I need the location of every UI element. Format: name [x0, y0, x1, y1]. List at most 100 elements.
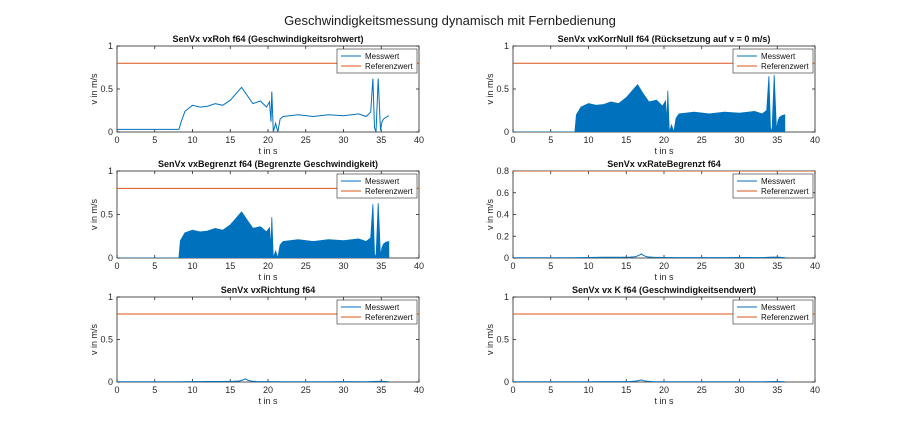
- x-tick-label: 30: [734, 135, 744, 145]
- x-tick-label: 35: [772, 135, 782, 145]
- x-tick-label: 20: [263, 261, 273, 271]
- x-tick-label: 10: [187, 261, 197, 271]
- legend-label: Referenzwert: [761, 313, 809, 322]
- x-tick-label: 5: [152, 135, 157, 145]
- x-tick-label: 10: [583, 385, 593, 395]
- x-tick-label: 40: [414, 385, 424, 395]
- x-tick-label: 0: [114, 385, 119, 395]
- legend-label: Messwert: [761, 303, 796, 312]
- x-tick-label: 30: [338, 261, 348, 271]
- subplot-title: SenVx vxRateBegrenzt f64: [607, 159, 721, 169]
- x-tick-label: 25: [301, 385, 311, 395]
- x-tick-label: 10: [187, 135, 197, 145]
- figure-title: Geschwindigkeitsmessung dynamisch mit Fe…: [284, 13, 616, 28]
- y-tick-label: 0.2: [496, 231, 509, 241]
- y-tick-label: 0.5: [100, 210, 113, 220]
- x-tick-label: 40: [414, 261, 424, 271]
- x-tick-label: 30: [734, 385, 744, 395]
- y-tick-label: 0: [504, 253, 509, 263]
- x-tick-label: 15: [621, 135, 631, 145]
- legend-box: [732, 173, 814, 199]
- x-tick-label: 10: [583, 261, 593, 271]
- x-axis-label: t in s: [654, 146, 674, 156]
- y-axis-label: v in m/s: [89, 199, 99, 231]
- y-axis-label: v in m/s: [485, 324, 495, 356]
- subplot-grid: SenVx vxRoh f64 (Geschwindigkeitsrohwert…: [89, 34, 820, 406]
- x-tick-label: 10: [583, 135, 593, 145]
- x-axis-label: t in s: [258, 272, 278, 282]
- y-tick-label: 0: [108, 127, 113, 137]
- y-tick-label: 0.8: [496, 166, 509, 176]
- legend-box: [732, 299, 814, 325]
- subplot-title: SenVx vx K f64 (Geschwindigkeitsendwert): [572, 285, 756, 295]
- legend-label: Referenzwert: [365, 313, 413, 322]
- y-tick-label: 1: [108, 41, 113, 51]
- x-tick-label: 5: [152, 385, 157, 395]
- legend-label: Messwert: [365, 52, 400, 61]
- legend-label: Messwert: [761, 52, 796, 61]
- x-tick-label: 15: [621, 385, 631, 395]
- plot-area: [513, 171, 815, 258]
- x-tick-label: 15: [225, 385, 235, 395]
- y-tick-label: 0.5: [496, 84, 509, 94]
- legend-label: Messwert: [365, 177, 400, 186]
- y-tick-label: 0: [504, 377, 509, 387]
- y-tick-label: 0: [108, 253, 113, 263]
- subplot-6: SenVx vx K f64 (Geschwindigkeitsendwert)…: [485, 285, 820, 406]
- legend-label: Referenzwert: [365, 187, 413, 196]
- y-axis-label: v in m/s: [89, 73, 99, 105]
- x-tick-label: 30: [338, 385, 348, 395]
- x-tick-label: 0: [510, 135, 515, 145]
- x-axis-label: t in s: [258, 396, 278, 406]
- x-tick-label: 15: [225, 261, 235, 271]
- x-tick-label: 5: [548, 385, 553, 395]
- y-axis-label: v in m/s: [89, 324, 99, 356]
- y-tick-label: 1: [108, 292, 113, 302]
- x-tick-label: 0: [510, 261, 515, 271]
- y-tick-label: 1: [108, 166, 113, 176]
- messwert-line: [117, 378, 389, 382]
- messwert-line: [513, 379, 785, 382]
- x-tick-label: 20: [659, 261, 669, 271]
- x-tick-label: 15: [225, 135, 235, 145]
- subplot-4: SenVx vxRateBegrenzt f64 0 5 10 15 20 25 30 35 40…: [485, 159, 820, 282]
- y-axis-label: v in m/s: [485, 199, 495, 231]
- subplot-5: SenVx vxRichtung f64 0 5 10 15 20 25 30 35 40 0 0.5…: [89, 285, 424, 406]
- x-tick-label: 35: [772, 261, 782, 271]
- x-tick-label: 5: [548, 261, 553, 271]
- x-tick-label: 35: [376, 261, 386, 271]
- x-tick-label: 20: [659, 135, 669, 145]
- x-tick-label: 40: [810, 261, 820, 271]
- x-tick-label: 0: [510, 385, 515, 395]
- x-tick-label: 5: [548, 135, 553, 145]
- y-tick-label: 1: [504, 41, 509, 51]
- y-tick-label: 0.5: [100, 335, 113, 345]
- x-tick-label: 5: [152, 261, 157, 271]
- x-tick-label: 25: [697, 385, 707, 395]
- x-tick-label: 20: [263, 135, 273, 145]
- y-tick-label: 1: [504, 292, 509, 302]
- legend-box: [336, 299, 418, 325]
- legend-label: Referenzwert: [365, 62, 413, 71]
- x-tick-label: 25: [301, 261, 311, 271]
- x-tick-label: 0: [114, 261, 119, 271]
- legend-box: [336, 48, 418, 74]
- messwert-area: [513, 75, 786, 132]
- messwert-area: [117, 203, 390, 258]
- y-tick-label: 0: [108, 377, 113, 387]
- x-tick-label: 10: [187, 385, 197, 395]
- messwert-line: [117, 78, 390, 132]
- messwert-line: [513, 253, 785, 258]
- legend-box: [336, 173, 418, 199]
- legend-label: Referenzwert: [761, 62, 809, 71]
- y-tick-label: 0.4: [496, 210, 509, 220]
- subplot-title: SenVx vxRichtung f64: [221, 285, 316, 295]
- x-tick-label: 30: [734, 261, 744, 271]
- x-tick-label: 35: [376, 135, 386, 145]
